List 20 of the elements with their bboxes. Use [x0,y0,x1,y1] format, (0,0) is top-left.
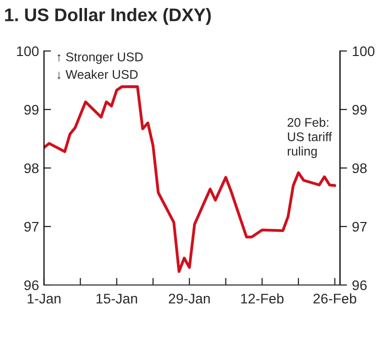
x-tick-label: 12-Feb [241,293,284,304]
chart-title: 1. US Dollar Index (DXY) [5,8,211,25]
x-tick-label: 15-Jan [96,294,138,304]
y-tick-label: 100 [17,46,39,56]
y2-tick-label: 97 [352,222,367,232]
x-tick-label: 26-Feb [314,293,356,304]
annotation: 20 Feb: US tariff ruling [288,118,332,158]
y2-tick-label: 98 [352,163,367,174]
x-tick-label: 1-Jan [28,294,60,304]
y2-tick-label: 96 [352,280,367,290]
line-series [44,85,336,273]
annotation: ↑ Stronger USD [58,52,143,64]
y2-tick-label: 99 [352,104,367,115]
x-tick-label: 29-Jan [168,294,210,304]
y-tick-label: 97 [24,222,38,232]
y-tick-label: 98 [24,163,39,174]
y-tick-label: 96 [24,280,39,290]
annotation: ↓ Weaker USD [58,70,138,80]
y-tick-label: 99 [24,104,38,115]
y2-tick-label: 100 [352,46,374,56]
